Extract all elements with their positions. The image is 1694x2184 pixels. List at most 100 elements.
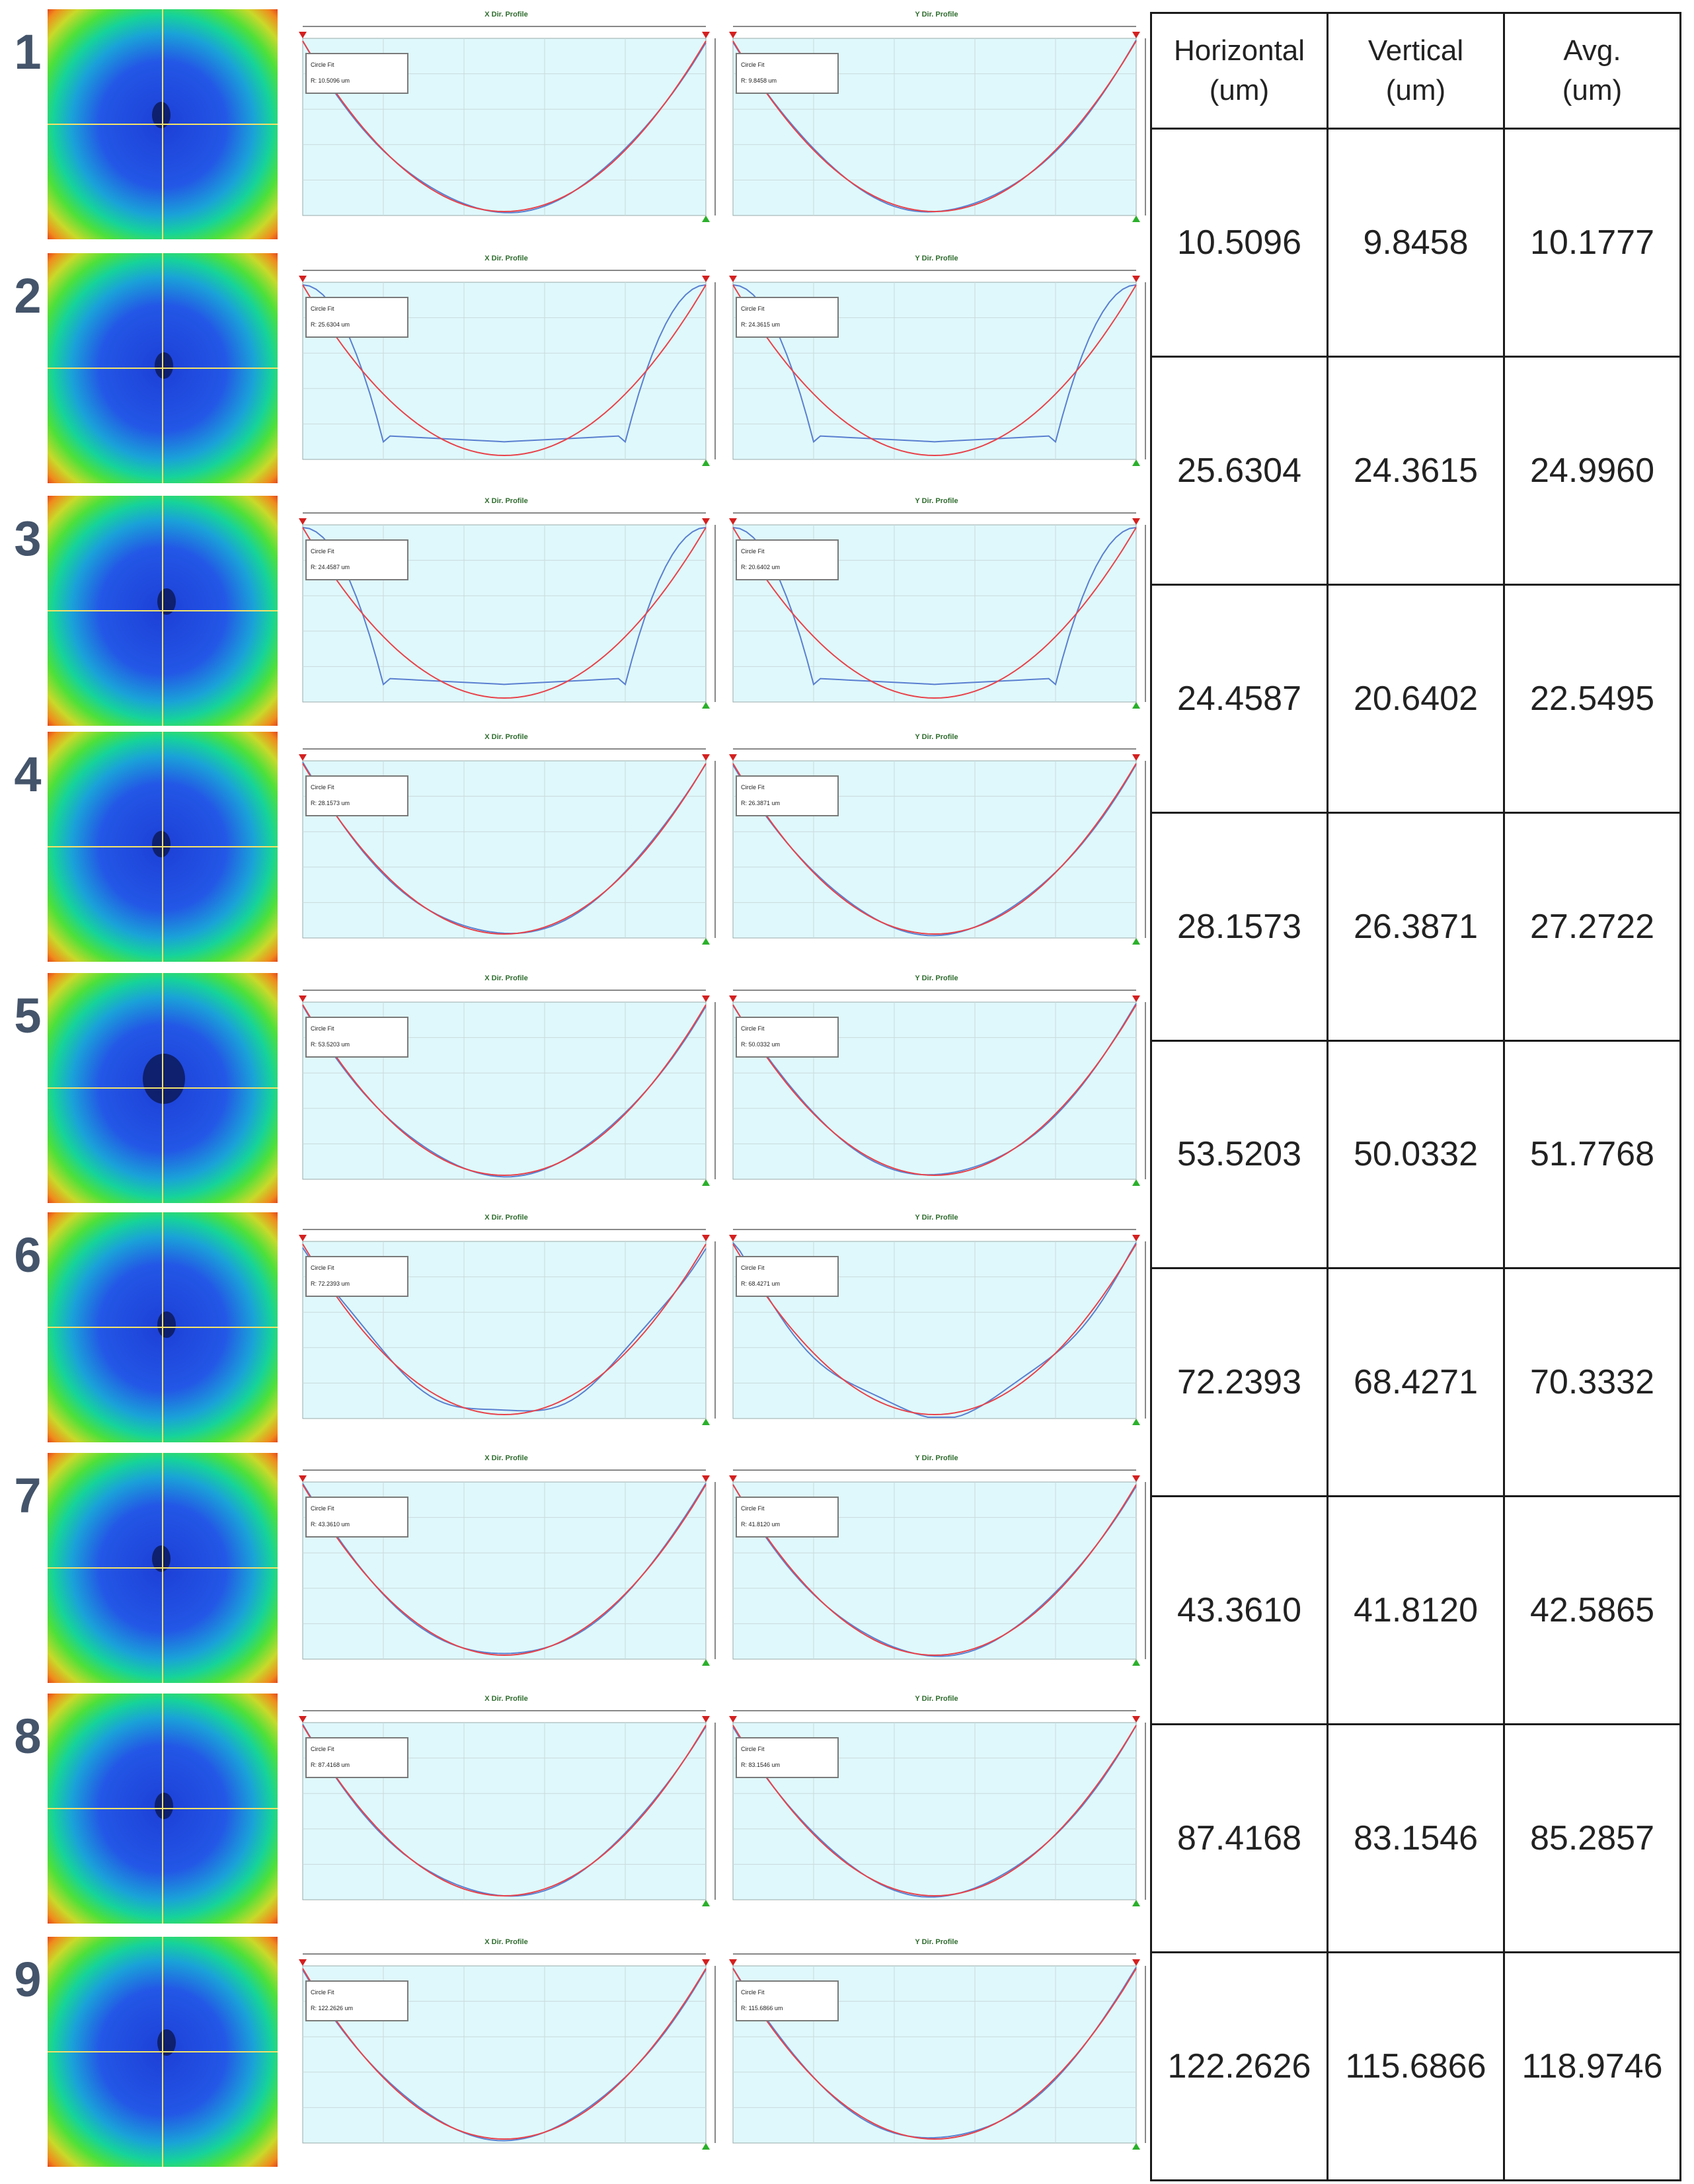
circle-fit-radius: R: 53.5203 um — [311, 1041, 350, 1048]
cell-vertical: 24.3615 — [1327, 355, 1505, 586]
table-row: 24.4587 20.6402 22.5495 — [1150, 583, 1681, 814]
circle-fit-box: Circle Fit R: 10.5096 um — [305, 53, 408, 94]
right-cursor-marker — [1132, 1959, 1140, 1966]
x-profile-title: X Dir. Profile — [484, 733, 528, 741]
circle-fit-label: Circle Fit — [311, 1746, 334, 1752]
circle-fit-line — [732, 1243, 1137, 1416]
circle-fit-box: Circle Fit R: 83.1546 um — [736, 1737, 839, 1778]
circle-fit-line — [732, 284, 1137, 457]
table-row: 72.2393 68.4271 70.3332 — [1150, 1267, 1681, 1498]
bottom-cursor-marker — [702, 1179, 710, 1186]
left-cursor-marker — [299, 1959, 307, 1966]
x-profile-chart: X Dir. Profile Circle Fit R: 53.5203 um — [286, 973, 727, 1203]
right-cursor-marker — [1132, 276, 1140, 282]
measured-profile-line — [302, 761, 707, 935]
circle-fit-radius: R: 43.3610 um — [311, 1521, 350, 1528]
circle-fit-line — [302, 1004, 707, 1177]
bottom-cursor-marker — [702, 1900, 710, 1906]
left-cursor-marker — [729, 1959, 737, 1966]
table-row: 28.1573 26.3871 27.2722 — [1150, 811, 1681, 1042]
circle-fit-label: Circle Fit — [311, 548, 334, 555]
measured-profile-line — [732, 527, 1137, 686]
circle-fit-box: Circle Fit R: 50.0332 um — [736, 1017, 839, 1058]
cell-average: 22.5495 — [1503, 583, 1681, 814]
bottom-cursor-marker — [702, 215, 710, 222]
y-profile-title: Y Dir. Profile — [915, 733, 958, 741]
circle-fit-label: Circle Fit — [311, 1025, 334, 1032]
circle-fit-line — [302, 527, 707, 699]
sample-row: 4 X Dir. Profile Circle Fit R: 28.1573 um Y … — [0, 732, 1146, 962]
measured-profile-line — [732, 1242, 1137, 1418]
left-cursor-marker — [729, 518, 737, 525]
x-profile-title: X Dir. Profile — [484, 1454, 528, 1462]
circle-fit-label: Circle Fit — [741, 1025, 765, 1032]
circle-fit-radius: R: 28.1573 um — [311, 800, 350, 806]
bottom-cursor-marker — [1132, 1419, 1140, 1425]
plot-area — [732, 38, 1137, 216]
sample-row: 2 X Dir. Profile Circle Fit R: 25.6304 um Y … — [0, 253, 1146, 483]
circle-fit-line — [302, 1484, 707, 1657]
table-row: 25.6304 24.3615 24.9960 — [1150, 355, 1681, 586]
right-cursor-marker — [1132, 1235, 1140, 1241]
right-cursor-marker — [1132, 1475, 1140, 1482]
x-profile-chart: X Dir. Profile Circle Fit R: 10.5096 um — [286, 9, 727, 239]
circle-fit-radius: R: 9.8458 um — [741, 77, 777, 84]
table-row: 122.2626 115.6866 118.9746 — [1150, 1951, 1681, 2181]
y-profile-title: Y Dir. Profile — [915, 497, 958, 505]
left-cursor-marker — [729, 32, 737, 38]
circle-fit-line — [302, 763, 707, 935]
bottom-cursor-marker — [702, 2143, 710, 2150]
y-profile-chart: Y Dir. Profile Circle Fit R: 115.6866 um — [716, 1937, 1157, 2167]
sample-row: 5 X Dir. Profile Circle Fit R: 53.5203 um Y … — [0, 973, 1146, 1203]
left-cursor-marker — [299, 1475, 307, 1482]
sample-number: 1 — [14, 24, 42, 79]
circle-fit-box: Circle Fit R: 72.2393 um — [305, 1256, 408, 1297]
circle-fit-box: Circle Fit R: 122.2626 um — [305, 1980, 408, 2021]
cell-horizontal: 122.2626 — [1150, 1951, 1328, 2181]
table-row: 10.5096 9.8458 10.1777 — [1150, 128, 1681, 358]
sample-row: 9 X Dir. Profile Circle Fit R: 122.2626 um Y… — [0, 1937, 1146, 2167]
left-cursor-marker — [299, 754, 307, 761]
surface-heatmap — [48, 732, 278, 962]
circle-fit-label: Circle Fit — [741, 1989, 765, 1996]
left-cursor-marker — [729, 754, 737, 761]
x-profile-title: X Dir. Profile — [484, 974, 528, 982]
circle-fit-radius: R: 10.5096 um — [311, 77, 350, 84]
surface-heatmap — [48, 1212, 278, 1442]
sample-number: 2 — [14, 268, 42, 323]
circle-fit-box: Circle Fit R: 53.5203 um — [305, 1017, 408, 1058]
left-cursor-marker — [729, 1475, 737, 1482]
circle-fit-radius: R: 87.4168 um — [311, 1762, 350, 1768]
x-profile-chart: X Dir. Profile Circle Fit R: 72.2393 um — [286, 1212, 727, 1442]
left-cursor-marker — [729, 1235, 737, 1241]
left-cursor-marker — [299, 518, 307, 525]
sample-row: 7 X Dir. Profile Circle Fit R: 43.3610 um Y … — [0, 1453, 1146, 1683]
circle-fit-box: Circle Fit R: 25.6304 um — [305, 297, 408, 338]
circle-fit-box: Circle Fit R: 87.4168 um — [305, 1737, 408, 1778]
cell-average: 27.2722 — [1503, 811, 1681, 1042]
surface-heatmap — [48, 1937, 278, 2167]
circle-fit-line — [302, 284, 707, 457]
circle-fit-line — [732, 527, 1137, 699]
surface-heatmap — [48, 496, 278, 726]
x-profile-chart: X Dir. Profile Circle Fit R: 122.2626 um — [286, 1937, 727, 2167]
cell-average: 10.1777 — [1503, 128, 1681, 358]
right-cursor-marker — [1132, 1716, 1140, 1723]
circle-fit-line — [732, 1004, 1137, 1177]
cell-vertical: 50.0332 — [1327, 1039, 1505, 1270]
y-profile-title: Y Dir. Profile — [915, 1938, 958, 1946]
bottom-cursor-marker — [702, 1659, 710, 1666]
surface-heatmap — [48, 1453, 278, 1683]
y-profile-chart: Y Dir. Profile Circle Fit R: 24.3615 um — [716, 253, 1157, 483]
right-cursor-marker — [1132, 754, 1140, 761]
bottom-cursor-marker — [702, 459, 710, 466]
circle-fit-label: Circle Fit — [741, 305, 765, 312]
measured-profile-line — [302, 284, 707, 444]
results-table: Horizontal (um) Vertical (um) Avg. (um) 10.… — [1150, 12, 1681, 2181]
cell-horizontal: 24.4587 — [1150, 583, 1328, 814]
circle-fit-line — [732, 1725, 1137, 1897]
circle-fit-label: Circle Fit — [741, 1505, 765, 1512]
circle-fit-box: Circle Fit R: 43.3610 um — [305, 1497, 408, 1538]
circle-fit-line — [302, 1968, 707, 2140]
measured-profile-line — [302, 1247, 707, 1412]
